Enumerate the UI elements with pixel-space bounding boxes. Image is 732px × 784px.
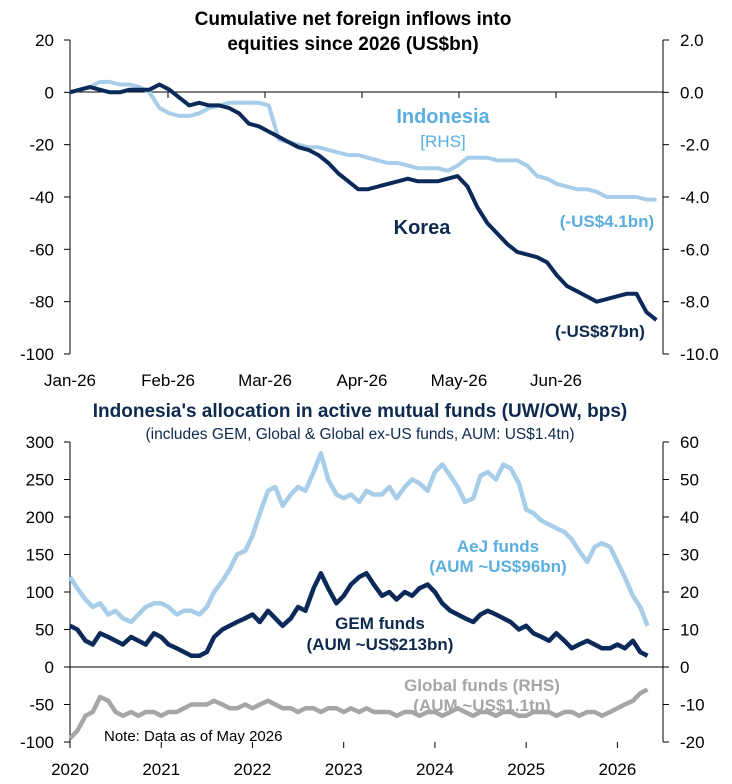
bottom-x-tick-label: 2020 xyxy=(51,760,89,779)
data-note: Note: Data as of May 2026 xyxy=(104,728,282,745)
top-right-tick-label: -8.0 xyxy=(680,293,709,312)
top-left-tick-label: -20 xyxy=(29,136,54,155)
gem-funds-series-line xyxy=(68,571,649,659)
bottom-left-tick-label: -100 xyxy=(20,733,54,752)
indonesia-legend-label: Indonesia xyxy=(396,106,490,128)
bottom-left-tick-label: 100 xyxy=(26,583,54,602)
aej-funds-series-line xyxy=(68,451,650,627)
bottom-right-tick-label: -10 xyxy=(680,696,705,715)
top-left-tick-label: 20 xyxy=(35,31,54,50)
bottom-left-tick-label: 300 xyxy=(26,433,54,452)
korea-end-label: (-US$87bn) xyxy=(555,322,645,341)
bottom-left-tick-label: 250 xyxy=(26,471,54,490)
top-chart-title-line1: Cumulative net foreign inflows into xyxy=(195,9,512,30)
top-left-tick-label: -80 xyxy=(29,293,54,312)
bottom-x-tick-label: 2024 xyxy=(416,760,454,779)
bottom-x-tick-label: 2022 xyxy=(234,760,272,779)
bottom-chart-title: Indonesia's allocation in active mutual … xyxy=(93,401,627,422)
global-funds-series-line xyxy=(68,687,649,740)
top-left-tick-label: 0 xyxy=(45,83,54,102)
top-x-tick-label: Mar-26 xyxy=(238,371,292,390)
top-chart-title-line2: equities since 2026 (US$bn) xyxy=(227,34,478,55)
bottom-x-tick-label: 2025 xyxy=(507,760,545,779)
top-x-tick-label: Apr-26 xyxy=(336,371,387,390)
top-axis-ticks: 20 0 -20 -40 -60 -80 -100 2.0 0.0 -2.0 -4.0 -6.0 -8.… xyxy=(20,31,719,390)
top-x-tick-label: Jun-26 xyxy=(530,371,582,390)
bottom-right-tick-label: 20 xyxy=(680,583,699,602)
bottom-left-tick-label: 0 xyxy=(45,658,54,677)
bottom-x-tick-label: 2026 xyxy=(598,760,636,779)
bottom-right-tick-label: 0 xyxy=(680,658,689,677)
top-right-tick-label: -10.0 xyxy=(680,345,719,364)
top-right-tick-label: -6.0 xyxy=(680,240,709,259)
bottom-left-tick-label: -50 xyxy=(29,696,54,715)
bottom-right-tick-label: 10 xyxy=(680,621,699,640)
top-left-tick-label: -100 xyxy=(20,345,54,364)
aej-funds-label: AeJ funds xyxy=(457,537,539,556)
bottom-axis-ticks: 300250200150100500-50-1006050403020100-1… xyxy=(20,433,705,779)
bottom-right-tick-label: 60 xyxy=(680,433,699,452)
top-left-tick-label: -40 xyxy=(29,188,54,207)
bottom-right-tick-label: -20 xyxy=(680,733,705,752)
bottom-left-tick-label: 200 xyxy=(26,508,54,527)
bottom-left-tick-label: 50 xyxy=(35,621,54,640)
bottom-right-tick-label: 50 xyxy=(680,471,699,490)
bottom-right-tick-label: 30 xyxy=(680,546,699,565)
bottom-left-tick-label: 150 xyxy=(26,546,54,565)
gem-funds-label: GEM funds xyxy=(335,614,425,633)
global-funds-label: Global funds (RHS) xyxy=(404,676,560,695)
top-right-tick-label: 0.0 xyxy=(680,83,704,102)
top-x-tick-label: May-26 xyxy=(431,371,488,390)
top-right-tick-label: -2.0 xyxy=(680,136,709,155)
top-right-tick-label: 2.0 xyxy=(680,31,704,50)
bottom-right-tick-label: 40 xyxy=(680,508,699,527)
indonesia-series-line xyxy=(69,79,657,202)
korea-series-line xyxy=(69,82,658,322)
global-funds-aum-label: (AUM ~US$1.1tn) xyxy=(413,696,550,715)
gem-funds-aum-label: (AUM ~US$213bn) xyxy=(307,635,454,654)
bottom-x-tick-label: 2021 xyxy=(142,760,180,779)
indonesia-rhs-label: [RHS] xyxy=(420,132,465,151)
bottom-x-tick-label: 2023 xyxy=(325,760,363,779)
top-right-tick-label: -4.0 xyxy=(680,188,709,207)
top-x-tick-label: Jan-26 xyxy=(44,371,96,390)
korea-legend-label: Korea xyxy=(394,217,452,239)
indonesia-end-label: (-US$4.1bn) xyxy=(560,212,654,231)
aej-funds-aum-label: (AUM ~US$96bn) xyxy=(429,557,566,576)
top-left-tick-label: -60 xyxy=(29,240,54,259)
bottom-chart-subtitle: (includes GEM, Global & Global ex-US fun… xyxy=(145,426,574,443)
top-x-tick-label: Feb-26 xyxy=(141,371,195,390)
